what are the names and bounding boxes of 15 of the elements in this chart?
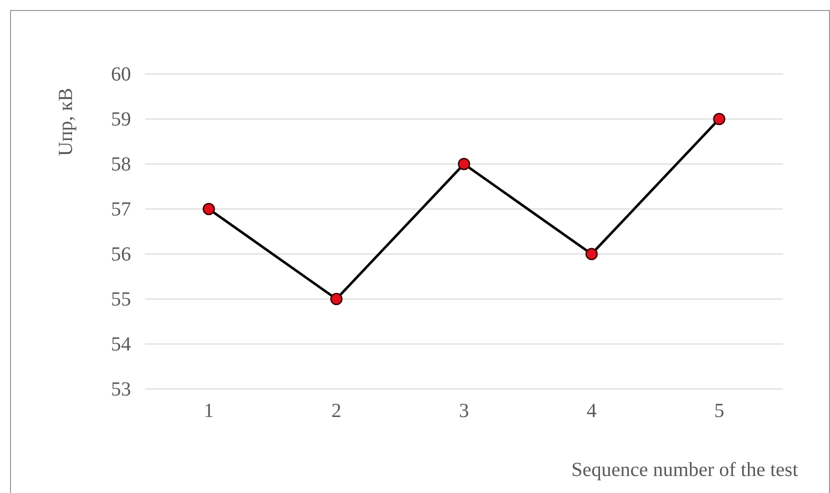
y-tick-label: 53 (111, 378, 131, 400)
x-tick-label: 1 (204, 400, 214, 422)
y-tick-label: 58 (111, 153, 131, 176)
x-axis-title: Sequence number of the test (571, 459, 798, 481)
y-tick-label: 57 (111, 198, 131, 220)
y-tick-label: 56 (111, 243, 131, 266)
x-tick-label: 4 (586, 400, 597, 422)
x-tick-label: 2 (331, 400, 342, 422)
x-tick-label: 3 (459, 400, 469, 422)
y-tick-label: 55 (111, 288, 131, 310)
y-tick-label: 54 (111, 333, 131, 356)
y-tick-label: 59 (111, 108, 131, 130)
x-tick-label: 5 (714, 400, 724, 422)
y-tick-label: 60 (111, 63, 131, 86)
y-axis-title: Uпр, кВ (55, 88, 77, 156)
